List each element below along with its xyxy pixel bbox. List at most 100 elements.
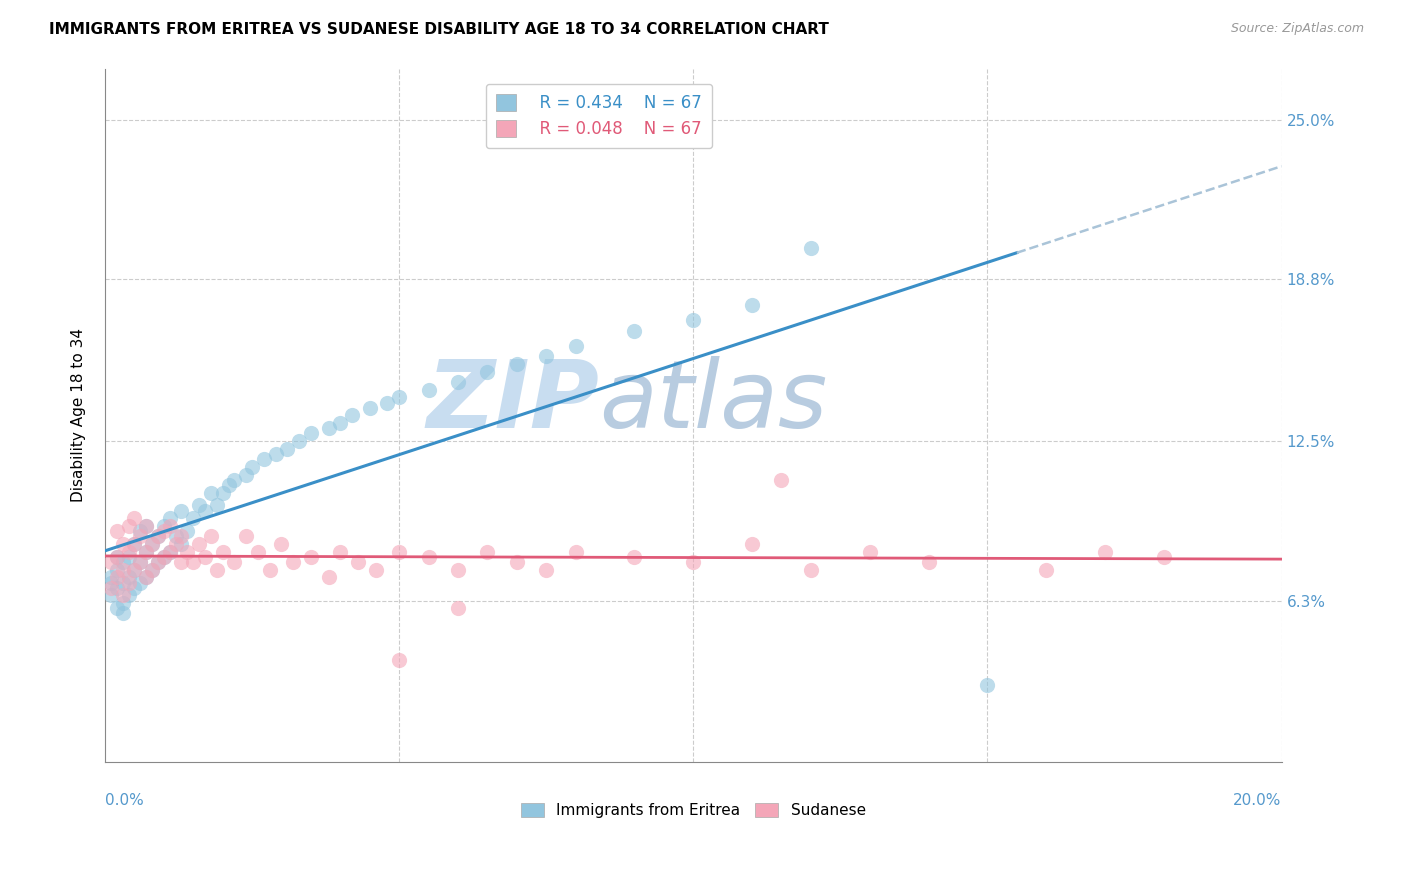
- Point: [141, 563, 163, 577]
- Point: [534, 563, 557, 577]
- Point: [976, 678, 998, 692]
- Point: [276, 442, 298, 456]
- Point: [135, 570, 157, 584]
- Point: [253, 452, 276, 467]
- Point: [377, 395, 399, 409]
- Point: [129, 555, 152, 569]
- Point: [111, 563, 134, 577]
- Point: [111, 537, 134, 551]
- Point: [105, 524, 128, 538]
- Point: [246, 544, 269, 558]
- Point: [111, 588, 134, 602]
- Point: [224, 555, 246, 569]
- Point: [359, 401, 381, 415]
- Point: [329, 544, 352, 558]
- Point: [141, 537, 163, 551]
- Point: [146, 555, 169, 569]
- Point: [135, 544, 157, 558]
- Point: [100, 581, 122, 595]
- Point: [682, 313, 704, 327]
- Point: [477, 544, 499, 558]
- Point: [418, 383, 440, 397]
- Point: [117, 575, 139, 590]
- Point: [447, 601, 470, 615]
- Point: [146, 555, 169, 569]
- Point: [506, 555, 529, 569]
- Point: [181, 511, 204, 525]
- Point: [682, 555, 704, 569]
- Point: [534, 350, 557, 364]
- Point: [318, 570, 340, 584]
- Point: [623, 549, 645, 564]
- Point: [299, 426, 322, 441]
- Point: [117, 549, 139, 564]
- Point: [105, 601, 128, 615]
- Point: [146, 529, 169, 543]
- Point: [105, 570, 128, 584]
- Point: [135, 519, 157, 533]
- Point: [105, 563, 128, 577]
- Point: [347, 555, 370, 569]
- Point: [135, 519, 157, 533]
- Point: [165, 537, 187, 551]
- Point: [111, 575, 134, 590]
- Point: [741, 537, 763, 551]
- Point: [388, 391, 411, 405]
- Point: [117, 588, 139, 602]
- Point: [117, 544, 139, 558]
- Point: [388, 544, 411, 558]
- Point: [111, 607, 134, 621]
- Point: [299, 549, 322, 564]
- Point: [141, 563, 163, 577]
- Point: [340, 409, 363, 423]
- Point: [240, 459, 263, 474]
- Point: [170, 529, 193, 543]
- Point: [447, 563, 470, 577]
- Point: [224, 473, 246, 487]
- Point: [318, 421, 340, 435]
- Point: [170, 503, 193, 517]
- Text: atlas: atlas: [599, 356, 827, 447]
- Point: [418, 549, 440, 564]
- Point: [564, 339, 586, 353]
- Point: [124, 537, 146, 551]
- Point: [124, 537, 146, 551]
- Point: [506, 357, 529, 371]
- Text: ZIP: ZIP: [426, 356, 599, 448]
- Point: [235, 467, 257, 482]
- Point: [153, 549, 176, 564]
- Point: [564, 544, 586, 558]
- Point: [129, 555, 152, 569]
- Point: [124, 511, 146, 525]
- Point: [623, 324, 645, 338]
- Legend: Immigrants from Eritrea, Sudanese: Immigrants from Eritrea, Sudanese: [515, 797, 872, 824]
- Point: [200, 529, 222, 543]
- Point: [211, 544, 233, 558]
- Point: [146, 529, 169, 543]
- Text: IMMIGRANTS FROM ERITREA VS SUDANESE DISABILITY AGE 18 TO 34 CORRELATION CHART: IMMIGRANTS FROM ERITREA VS SUDANESE DISA…: [49, 22, 830, 37]
- Point: [159, 519, 181, 533]
- Point: [181, 555, 204, 569]
- Point: [800, 563, 823, 577]
- Point: [129, 524, 152, 538]
- Point: [129, 575, 152, 590]
- Point: [100, 575, 122, 590]
- Point: [100, 555, 122, 569]
- Point: [105, 549, 128, 564]
- Point: [917, 555, 939, 569]
- Point: [388, 652, 411, 666]
- Point: [194, 549, 217, 564]
- Point: [741, 298, 763, 312]
- Point: [211, 485, 233, 500]
- Point: [259, 563, 281, 577]
- Point: [329, 416, 352, 430]
- Point: [447, 375, 470, 389]
- Point: [176, 544, 198, 558]
- Point: [100, 570, 122, 584]
- Text: 20.0%: 20.0%: [1233, 793, 1281, 808]
- Point: [135, 570, 157, 584]
- Point: [205, 563, 228, 577]
- Point: [176, 524, 198, 538]
- Point: [159, 544, 181, 558]
- Point: [159, 544, 181, 558]
